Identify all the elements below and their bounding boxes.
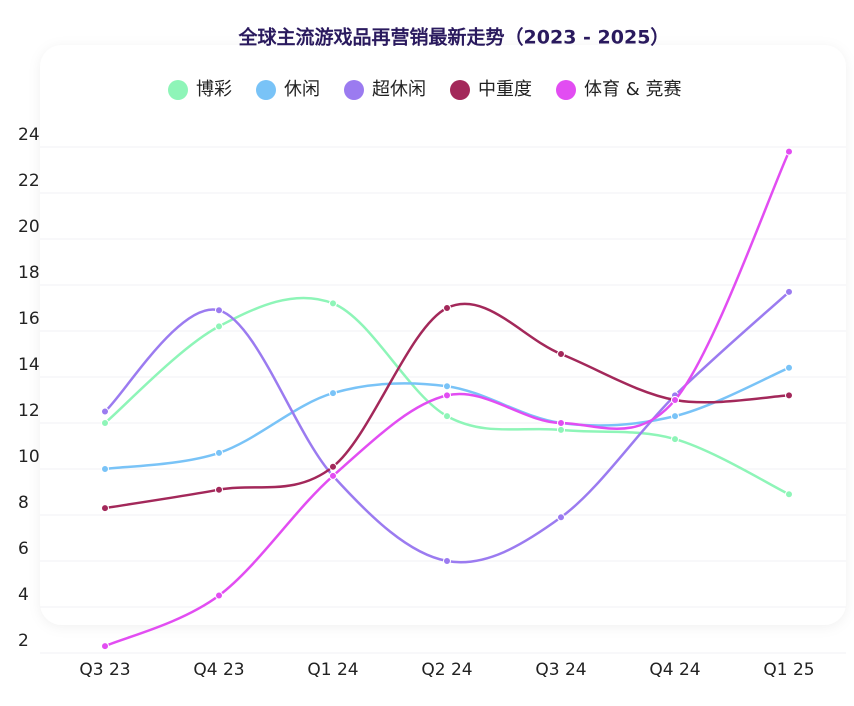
y-tick-label: 18: [18, 263, 40, 283]
x-tick-label: Q1 25: [763, 660, 814, 680]
legend-label: 博彩: [196, 79, 232, 100]
x-tick-label: Q3 24: [535, 660, 586, 680]
data-point: [101, 419, 109, 427]
data-point: [101, 407, 109, 416]
data-point: [329, 462, 337, 471]
data-point: [101, 642, 109, 651]
data-point: [785, 287, 793, 296]
y-tick-label: 12: [18, 401, 40, 421]
y-tick-label: 8: [18, 493, 29, 513]
data-point: [101, 465, 109, 473]
data-point: [785, 363, 793, 372]
data-point: [557, 350, 565, 358]
data-point: [329, 299, 337, 308]
data-point: [671, 435, 679, 444]
data-point: [101, 504, 109, 513]
legend-swatch: [168, 80, 188, 100]
data-point: [671, 396, 679, 404]
data-point: [443, 304, 451, 312]
data-point: [785, 490, 793, 499]
data-point: [215, 485, 223, 494]
data-point: [557, 513, 565, 522]
data-point: [329, 471, 337, 480]
data-point: [443, 557, 451, 565]
x-tick-label: Q2 24: [421, 660, 472, 680]
legend-label: 体育 & 竞赛: [584, 79, 681, 100]
x-tick-label: Q3 23: [79, 660, 130, 680]
legend-label: 中重度: [478, 79, 532, 100]
y-tick-label: 14: [18, 355, 40, 375]
y-tick-label: 24: [18, 125, 40, 145]
chart-title: 全球主流游戏品再营销最新走势（2023 - 2025）: [238, 26, 670, 49]
data-point: [557, 419, 565, 427]
x-tick-label: Q4 24: [649, 660, 700, 680]
legend-label: 休闲: [284, 79, 320, 100]
legend-swatch: [256, 80, 276, 100]
data-point: [215, 448, 223, 457]
y-tick-label: 10: [18, 447, 40, 467]
y-tick-label: 16: [18, 309, 40, 329]
data-point: [557, 425, 565, 434]
data-point: [785, 147, 793, 156]
y-tick-label: 6: [18, 539, 29, 559]
y-tick-label: 20: [18, 217, 40, 237]
legend-swatch: [450, 80, 470, 100]
data-point: [215, 591, 223, 600]
data-point: [785, 391, 793, 400]
data-point: [443, 412, 451, 421]
y-tick-label: 22: [18, 171, 40, 191]
data-point: [215, 322, 223, 331]
legend-label: 超休闲: [372, 79, 426, 100]
x-tick-label: Q1 24: [307, 660, 358, 680]
card: [40, 45, 846, 625]
legend: 博彩 休闲 超休闲 中重度 体育 & 竞赛: [168, 79, 681, 100]
y-tick-label: 4: [18, 585, 29, 605]
y-tick-label: 2: [18, 631, 29, 651]
data-point: [215, 306, 223, 315]
x-tick-label: Q4 23: [193, 660, 244, 680]
data-point: [443, 382, 451, 391]
legend-swatch: [344, 80, 364, 100]
legend-swatch: [556, 80, 576, 100]
data-point: [443, 391, 451, 400]
data-point: [329, 389, 337, 398]
data-point: [671, 412, 679, 421]
